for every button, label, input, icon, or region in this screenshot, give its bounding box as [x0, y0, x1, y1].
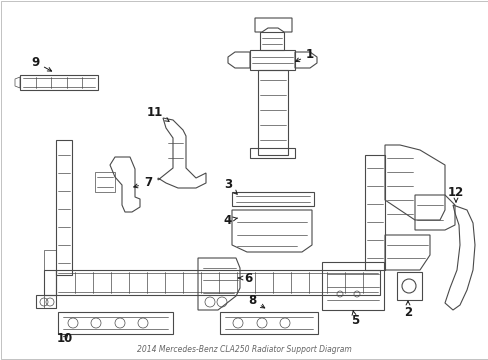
- Bar: [231, 192, 313, 206]
- Text: 2: 2: [403, 301, 411, 319]
- Text: 8: 8: [247, 293, 264, 308]
- Bar: [220, 312, 317, 334]
- Text: 7: 7: [133, 176, 152, 189]
- Text: 12: 12: [447, 185, 463, 202]
- Text: 4: 4: [224, 213, 237, 226]
- Text: 9: 9: [31, 55, 52, 71]
- Text: 2014 Mercedes-Benz CLA250 Radiator Support Diagram: 2014 Mercedes-Benz CLA250 Radiator Suppo…: [136, 346, 351, 355]
- Bar: [58, 312, 173, 334]
- Bar: [20, 75, 98, 90]
- Text: 1: 1: [295, 49, 313, 62]
- Text: 10: 10: [57, 332, 73, 345]
- Text: 3: 3: [224, 179, 237, 194]
- Text: 5: 5: [350, 311, 358, 327]
- Bar: [396, 272, 421, 300]
- Text: 6: 6: [238, 271, 252, 284]
- Text: 11: 11: [146, 105, 169, 121]
